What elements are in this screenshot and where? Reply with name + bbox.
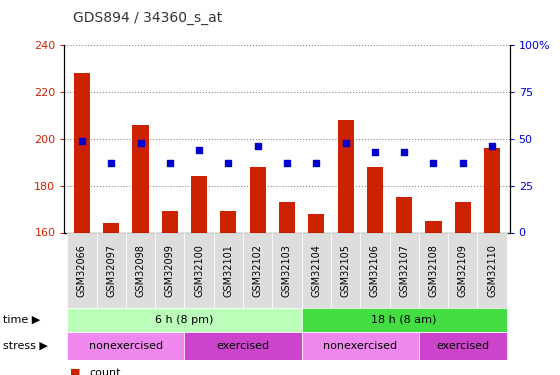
Point xyxy=(312,160,321,166)
Bar xyxy=(484,148,500,232)
Text: exercised: exercised xyxy=(436,341,489,351)
FancyBboxPatch shape xyxy=(155,232,184,308)
Text: GDS894 / 34360_s_at: GDS894 / 34360_s_at xyxy=(73,11,222,25)
Bar xyxy=(162,211,178,232)
Bar xyxy=(191,176,207,232)
Text: GSM32066: GSM32066 xyxy=(77,244,87,297)
Point xyxy=(224,160,233,166)
Text: GSM32106: GSM32106 xyxy=(370,244,380,297)
FancyBboxPatch shape xyxy=(419,332,507,360)
FancyBboxPatch shape xyxy=(477,232,507,308)
FancyBboxPatch shape xyxy=(302,332,419,360)
Bar xyxy=(455,202,471,232)
Bar xyxy=(426,221,441,232)
Point xyxy=(488,143,497,149)
FancyBboxPatch shape xyxy=(360,232,390,308)
Text: GSM32098: GSM32098 xyxy=(136,244,146,297)
Text: GSM32108: GSM32108 xyxy=(428,244,438,297)
Text: GSM32102: GSM32102 xyxy=(253,244,263,297)
Text: GSM32103: GSM32103 xyxy=(282,244,292,297)
FancyBboxPatch shape xyxy=(97,232,126,308)
Point xyxy=(136,140,145,146)
FancyBboxPatch shape xyxy=(184,332,302,360)
FancyBboxPatch shape xyxy=(126,232,155,308)
Text: GSM32105: GSM32105 xyxy=(340,244,351,297)
FancyBboxPatch shape xyxy=(331,232,360,308)
Point xyxy=(253,143,262,149)
Text: 18 h (8 am): 18 h (8 am) xyxy=(371,315,437,325)
Text: GSM32097: GSM32097 xyxy=(106,244,116,297)
Point xyxy=(458,160,467,166)
Point xyxy=(400,149,409,155)
Text: ■: ■ xyxy=(70,368,81,375)
Text: exercised: exercised xyxy=(217,341,269,351)
FancyBboxPatch shape xyxy=(214,232,243,308)
Text: GSM32107: GSM32107 xyxy=(399,244,409,297)
Bar xyxy=(221,211,236,232)
Bar xyxy=(279,202,295,232)
FancyBboxPatch shape xyxy=(302,308,507,332)
Point xyxy=(370,149,379,155)
Point xyxy=(282,160,291,166)
Text: GSM32100: GSM32100 xyxy=(194,244,204,297)
Bar xyxy=(133,124,148,232)
Point xyxy=(165,160,174,166)
Text: GSM32109: GSM32109 xyxy=(458,244,468,297)
Bar xyxy=(338,120,353,232)
Text: GSM32110: GSM32110 xyxy=(487,244,497,297)
FancyBboxPatch shape xyxy=(448,232,477,308)
Text: GSM32104: GSM32104 xyxy=(311,244,321,297)
FancyBboxPatch shape xyxy=(419,232,448,308)
Point xyxy=(107,160,116,166)
Bar xyxy=(308,214,324,232)
Bar xyxy=(396,197,412,232)
FancyBboxPatch shape xyxy=(243,232,272,308)
Text: time ▶: time ▶ xyxy=(3,315,40,325)
Text: nonexercised: nonexercised xyxy=(89,341,163,351)
FancyBboxPatch shape xyxy=(302,232,331,308)
Bar xyxy=(250,167,266,232)
Text: GSM32099: GSM32099 xyxy=(165,244,175,297)
Point xyxy=(195,147,204,153)
Text: GSM32101: GSM32101 xyxy=(223,244,234,297)
Text: stress ▶: stress ▶ xyxy=(3,341,48,351)
Point xyxy=(77,138,86,144)
Point xyxy=(341,140,350,146)
FancyBboxPatch shape xyxy=(67,308,302,332)
Bar xyxy=(367,167,383,232)
FancyBboxPatch shape xyxy=(67,232,97,308)
Text: 6 h (8 pm): 6 h (8 pm) xyxy=(155,315,214,325)
Text: count: count xyxy=(90,368,121,375)
Bar xyxy=(103,223,119,232)
FancyBboxPatch shape xyxy=(390,232,419,308)
Bar xyxy=(74,73,90,232)
Point xyxy=(429,160,438,166)
FancyBboxPatch shape xyxy=(272,232,302,308)
FancyBboxPatch shape xyxy=(184,232,214,308)
FancyBboxPatch shape xyxy=(67,332,184,360)
Text: nonexercised: nonexercised xyxy=(323,341,397,351)
